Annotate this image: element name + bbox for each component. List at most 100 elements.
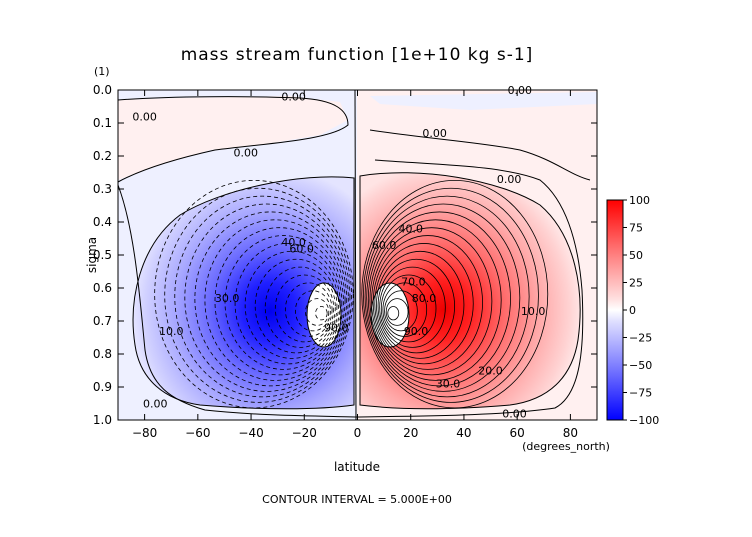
contour-label: 0.00 — [132, 110, 157, 123]
contour-line — [224, 235, 343, 370]
contour-label: 0.00 — [281, 91, 306, 104]
contour-label: 0.00 — [502, 407, 527, 420]
contour-line — [254, 258, 338, 354]
x-tick-label: 20 — [403, 426, 418, 440]
contour-label: 90.0 — [404, 325, 429, 338]
contour-label: 10.0 — [159, 325, 184, 338]
y-tick-label: 0.4 — [93, 215, 112, 229]
contour-label: 40.0 — [398, 223, 423, 236]
x-tick-label: −60 — [185, 426, 210, 440]
contour-line — [367, 211, 511, 387]
x-tick-label: −80 — [132, 426, 157, 440]
contour-line — [194, 211, 348, 387]
contour-line — [274, 274, 335, 343]
x-tick-label: 0 — [354, 426, 362, 440]
upper-positive-tongue-left — [118, 96, 348, 180]
y-tick-label: 0.7 — [93, 314, 112, 328]
zero-contour-upper — [118, 96, 349, 183]
contour-line — [154, 179, 354, 409]
x-tick-label: −20 — [292, 426, 317, 440]
contour-label: 40.0 — [281, 236, 306, 249]
contour-label: 60.0 — [372, 239, 397, 252]
colorbar-tick-label: −50 — [629, 359, 652, 372]
chart-title: mass stream function [1e+10 kg s-1] — [181, 45, 534, 65]
y-tick-label: 0.3 — [93, 182, 112, 196]
x-tick-label: 60 — [510, 426, 525, 440]
contour-line — [371, 227, 493, 376]
negative-band-top — [370, 92, 597, 110]
contour-line — [361, 179, 549, 409]
contour-label: 80.0 — [412, 292, 437, 305]
contour-label: 20.0 — [478, 365, 503, 378]
x-tick-label: −40 — [238, 426, 263, 440]
contour-line — [377, 258, 456, 354]
zero-contour-north-upper — [369, 129, 591, 181]
y-tick-label: 0.8 — [93, 347, 112, 361]
colorbar-tick-label: 0 — [629, 304, 636, 317]
x-tick-label: 80 — [563, 426, 578, 440]
contour-line — [234, 243, 341, 365]
contour-line — [264, 266, 336, 348]
zero-contour-equator — [354, 90, 357, 420]
contour-line — [184, 203, 349, 392]
southern-contours — [154, 179, 354, 409]
contour-line — [369, 219, 502, 381]
contour-line — [295, 290, 331, 332]
contour-line — [387, 306, 400, 321]
contour-line — [164, 187, 352, 403]
colorbar-ticks: 100 75 50 25 0 −25 −50 −75 −100 — [623, 194, 659, 427]
x-unit-label: (degrees_north) — [522, 440, 610, 453]
x-axis-label: latitude — [334, 460, 380, 474]
colorbar-tick-label: −100 — [629, 414, 659, 427]
contour-labels: 0.000.000.000.000.000.000.000.0040.060.0… — [132, 84, 546, 420]
y-tick-label: 0.0 — [93, 83, 112, 97]
y-tick-label: 0.2 — [93, 149, 112, 163]
contour-line — [284, 282, 333, 337]
contour-line — [204, 219, 346, 381]
contour-line — [385, 298, 409, 326]
x-tick-label: 40 — [456, 426, 471, 440]
y-axis-label: sigma — [85, 237, 99, 273]
x-axis-ticks: −80 −60 −40 −20 0 20 40 60 80 — [132, 90, 578, 440]
y-tick-label: 0.1 — [93, 116, 112, 130]
y-axis-ticks: 0.0 0.1 0.2 0.3 0.4 0.5 0.6 0.7 0.8 0.9 1.0 — [93, 83, 597, 427]
contour-label: 10.0 — [521, 305, 546, 318]
contour-label: 30.0 — [436, 378, 461, 391]
contour-line — [372, 235, 483, 370]
contour-label: 0.00 — [422, 127, 447, 140]
contour-line — [374, 243, 474, 365]
contour-label: 0.00 — [233, 147, 258, 160]
contour-line — [214, 227, 344, 376]
contour-label: 0.00 — [143, 398, 168, 411]
contour-line — [376, 250, 465, 359]
contour-line — [305, 298, 330, 326]
contour-line — [384, 290, 418, 332]
colorbar-tick-label: −25 — [629, 332, 652, 345]
contour-line — [174, 195, 351, 398]
plot-area — [118, 90, 597, 420]
contour-line — [380, 274, 437, 343]
y-tick-label: 0.9 — [93, 380, 112, 394]
colorbar-gradient — [606, 199, 624, 421]
northern-cell-fill — [359, 172, 581, 410]
colorbar: 100 75 50 25 0 −25 −50 −75 −100 — [606, 194, 659, 427]
contour-line — [363, 187, 539, 403]
y-tick-label: 0.6 — [93, 281, 112, 295]
northern-contours — [361, 179, 549, 409]
colorbar-tick-label: 100 — [629, 194, 650, 207]
contour-line — [315, 306, 328, 321]
contour-interval-footer: CONTOUR INTERVAL = 5.000E+00 — [262, 493, 452, 506]
y-unit-label: (1) — [94, 65, 110, 78]
y-tick-label: 1.0 — [93, 413, 112, 427]
contour-label: 90.0 — [324, 322, 349, 335]
contour-line — [382, 282, 428, 337]
contour-label: 60.0 — [289, 242, 314, 255]
colorbar-tick-label: 25 — [629, 277, 643, 290]
contour-label: 0.00 — [497, 173, 522, 186]
contour-label: 70.0 — [401, 275, 426, 288]
zero-contour-outer — [118, 159, 584, 418]
colorbar-tick-label: 75 — [629, 222, 643, 235]
contour-label: 0.00 — [508, 84, 533, 97]
